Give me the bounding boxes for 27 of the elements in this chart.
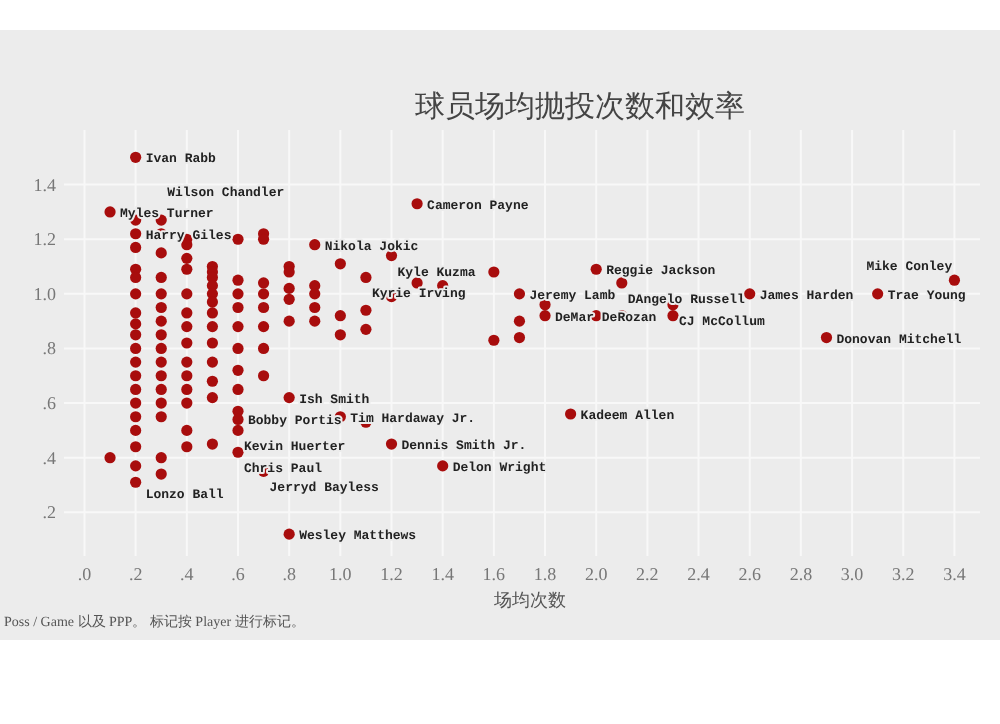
y-tick-label: 1.0 xyxy=(33,283,57,304)
x-tick-label: .6 xyxy=(231,564,246,584)
y-tick-label: .6 xyxy=(42,393,57,414)
x-tick-label: 3.2 xyxy=(891,564,915,584)
x-tick-label: 1.2 xyxy=(380,564,403,584)
x-tick-label: 1.6 xyxy=(482,564,507,584)
x-tick-label: .4 xyxy=(180,564,195,584)
x-axis-title: 场均次数 xyxy=(492,590,566,610)
x-tick-label: 3.4 xyxy=(943,564,967,584)
chart-title: 球员场均抛投次数和效率 xyxy=(415,90,745,124)
y-tick-label: 1.2 xyxy=(33,229,56,250)
x-tick-label: 3.0 xyxy=(840,564,865,584)
x-tick-label: .8 xyxy=(282,564,297,584)
x-tick-label: .0 xyxy=(77,564,93,584)
y-tick-label: .8 xyxy=(42,338,57,359)
x-tick-label: 1.4 xyxy=(431,564,455,584)
y-tick-label: .2 xyxy=(42,502,56,523)
x-tick-label: 1.0 xyxy=(329,564,353,584)
x-tick-label: 2.6 xyxy=(738,564,762,584)
x-tick-label: 2.4 xyxy=(687,564,711,584)
x-tick-label: 2.0 xyxy=(584,564,609,584)
x-tick-label: .2 xyxy=(128,564,143,584)
x-tick-label: 2.8 xyxy=(789,564,814,584)
x-tick-label: 1.8 xyxy=(533,564,558,584)
x-tick-label: 2.2 xyxy=(636,564,659,584)
y-tick-label: 1.4 xyxy=(33,174,57,195)
y-tick-label: .4 xyxy=(42,447,57,468)
